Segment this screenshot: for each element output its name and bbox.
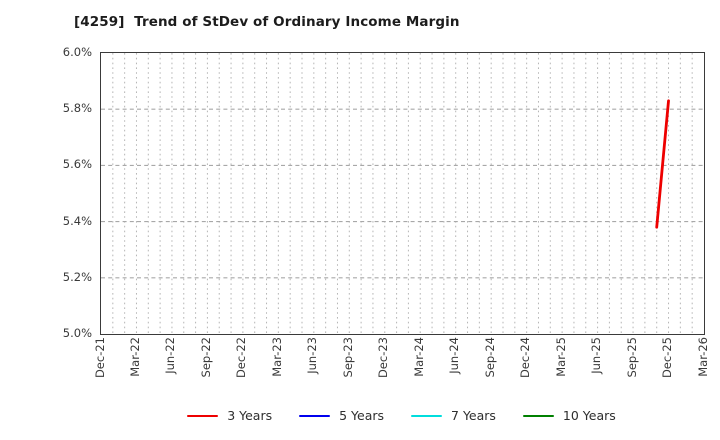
legend-label: 5 Years [339, 408, 385, 423]
x-tick-label: Sep-22 [198, 337, 213, 378]
legend-line-swatch [299, 414, 331, 418]
x-tick-label: Mar-24 [411, 337, 426, 377]
y-tick-label: 5.4% [62, 213, 92, 228]
plot-canvas [101, 53, 704, 334]
x-tick-label: Dec-21 [92, 337, 107, 379]
x-tick-label: Dec-24 [518, 337, 533, 379]
legend-label: 3 Years [227, 408, 273, 423]
legend-item-7-years: 7 Years [411, 407, 496, 425]
x-tick-label: Dec-23 [376, 337, 391, 379]
y-tick-label: 5.6% [62, 157, 92, 172]
legend-label: 7 Years [451, 408, 496, 423]
x-tick-label: Mar-22 [127, 337, 142, 377]
legend-item-10-years: 10 Years [522, 407, 616, 425]
chart-legend: 3 Years 5 Years 7 Years 10 Years [100, 405, 703, 427]
legend-label: 10 Years [562, 408, 616, 423]
plot-area [100, 52, 705, 335]
chart-title: [4259] Trend of StDev of Ordinary Income… [74, 14, 460, 30]
y-tick-label: 5.8% [62, 101, 92, 116]
x-tick-label: Dec-22 [234, 337, 249, 379]
x-tick-label: Sep-23 [340, 337, 355, 378]
x-tick-label: Sep-25 [624, 337, 639, 378]
legend-item-3-years: 3 Years [187, 407, 272, 425]
legend-item-5-years: 5 Years [299, 407, 384, 425]
y-tick-label: 5.0% [62, 326, 92, 340]
x-tick-label: Jun-24 [447, 337, 462, 374]
x-tick-label: Mar-25 [553, 337, 568, 377]
x-tick-label: Sep-24 [482, 337, 497, 378]
x-tick-label: Jun-22 [163, 337, 178, 374]
y-tick-label: 6.0% [62, 45, 92, 59]
legend-line-swatch [522, 414, 554, 418]
x-tick-label: Mar-23 [269, 337, 284, 377]
series-line-3-years [655, 99, 670, 229]
x-tick-label: Jun-25 [589, 337, 604, 374]
legend-line-swatch [187, 414, 219, 418]
x-tick-label: Dec-25 [660, 337, 675, 379]
y-tick-label: 5.2% [62, 269, 92, 284]
x-tick-label: Mar-26 [695, 337, 710, 377]
legend-line-swatch [411, 414, 443, 418]
x-tick-label: Jun-23 [305, 337, 320, 374]
